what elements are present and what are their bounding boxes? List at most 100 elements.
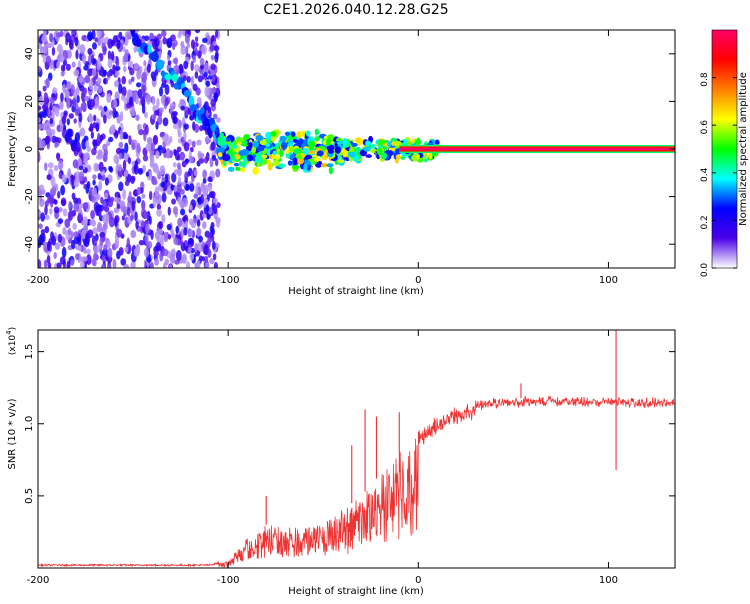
noise-blob (181, 181, 186, 187)
noise-blob (57, 137, 62, 144)
noise-blob (77, 245, 82, 252)
noise-blob (57, 190, 61, 199)
noise-blob (68, 200, 72, 210)
transition-blob (183, 89, 192, 98)
noise-blob (216, 202, 221, 209)
noise-blob (185, 261, 190, 268)
noise-blob (114, 130, 119, 139)
noise-blob (164, 173, 169, 184)
colorbar-tick-label: 0.8 (700, 72, 710, 87)
noise-blob (187, 237, 194, 244)
noise-blob (184, 219, 188, 230)
noise-blob (105, 214, 110, 225)
noise-blob (113, 110, 119, 118)
cluster-blob (365, 140, 371, 147)
noise-blob (39, 46, 46, 56)
noise-blob (161, 192, 167, 203)
colorbar-label: Normalized spectral amplitude (738, 72, 749, 226)
noise-blob (129, 214, 134, 221)
noise-blob (114, 65, 121, 71)
noise-blob (183, 227, 188, 236)
transition-blob (208, 129, 213, 139)
noise-blob (103, 78, 107, 85)
cluster-blob (435, 139, 440, 145)
noise-blob (96, 207, 102, 217)
noise-blob (38, 184, 45, 191)
noise-blob (108, 110, 113, 116)
noise-blob (191, 140, 196, 148)
noise-blob (198, 235, 203, 243)
snr-series-line (38, 395, 675, 568)
noise-blob (55, 106, 60, 117)
noise-blob (113, 98, 118, 109)
noise-blob (180, 105, 186, 111)
noise-blob (47, 72, 53, 81)
cluster-blob (280, 141, 288, 150)
noise-blob (116, 39, 121, 50)
noise-blob (178, 63, 183, 72)
cluster-blob (342, 137, 348, 146)
cluster-blob (290, 131, 296, 137)
noise-blob (199, 210, 204, 221)
cluster-blob (272, 150, 277, 156)
noise-blob (57, 218, 64, 224)
noise-blob (155, 121, 159, 130)
noise-blob (49, 117, 54, 125)
noise-blob (43, 92, 49, 102)
noise-blob (166, 54, 171, 61)
noise-blob (54, 242, 61, 250)
noise-blob (78, 76, 84, 83)
noise-blob (177, 196, 182, 205)
noise-blob (71, 61, 76, 68)
cluster-blob (416, 153, 420, 160)
cluster-blob (348, 151, 357, 158)
noise-blob (204, 86, 210, 97)
noise-blob (137, 123, 142, 130)
noise-blob (66, 98, 71, 109)
noise-blob (159, 251, 164, 262)
noise-blob (113, 196, 120, 203)
noise-blob (192, 55, 197, 63)
cluster-blob (387, 150, 394, 157)
cluster-blob (316, 150, 324, 157)
cluster-blob (266, 148, 271, 156)
noise-blob (205, 204, 210, 212)
noise-blob (153, 110, 159, 116)
noise-blob (103, 114, 107, 124)
noise-blob (78, 165, 84, 171)
noise-blob (180, 208, 186, 216)
noise-blob (162, 262, 167, 268)
noise-blob (115, 70, 120, 77)
noise-blob (93, 252, 97, 263)
noise-blob (72, 97, 77, 108)
noise-blob (141, 71, 148, 83)
noise-blob (119, 111, 124, 122)
noise-blob (158, 86, 164, 97)
noise-blob (77, 213, 83, 224)
noise-blob (77, 157, 82, 167)
cluster-blob (307, 150, 315, 155)
cluster-blob (328, 149, 334, 154)
noise-blob (183, 132, 187, 141)
cluster-blob (255, 146, 265, 152)
noise-blob (123, 65, 127, 73)
noise-blob (125, 31, 131, 38)
noise-blob (116, 203, 121, 209)
noise-blob (146, 63, 151, 73)
noise-blob (89, 219, 93, 226)
y-tick-label: 1.5 (24, 344, 35, 360)
cluster-blob (288, 145, 294, 153)
noise-blob (183, 123, 189, 130)
noise-blob (96, 154, 101, 160)
cluster-blob (241, 148, 250, 156)
cluster-blob (265, 131, 272, 140)
cluster-blob (428, 151, 433, 160)
noise-blob (38, 123, 43, 130)
cluster-blob (222, 160, 227, 167)
noise-blob (106, 240, 111, 249)
noise-blob (113, 207, 119, 214)
noise-blob (204, 261, 210, 268)
noise-blob (52, 87, 58, 94)
y-tick-label: 20 (24, 95, 35, 108)
noise-blob (47, 262, 52, 268)
